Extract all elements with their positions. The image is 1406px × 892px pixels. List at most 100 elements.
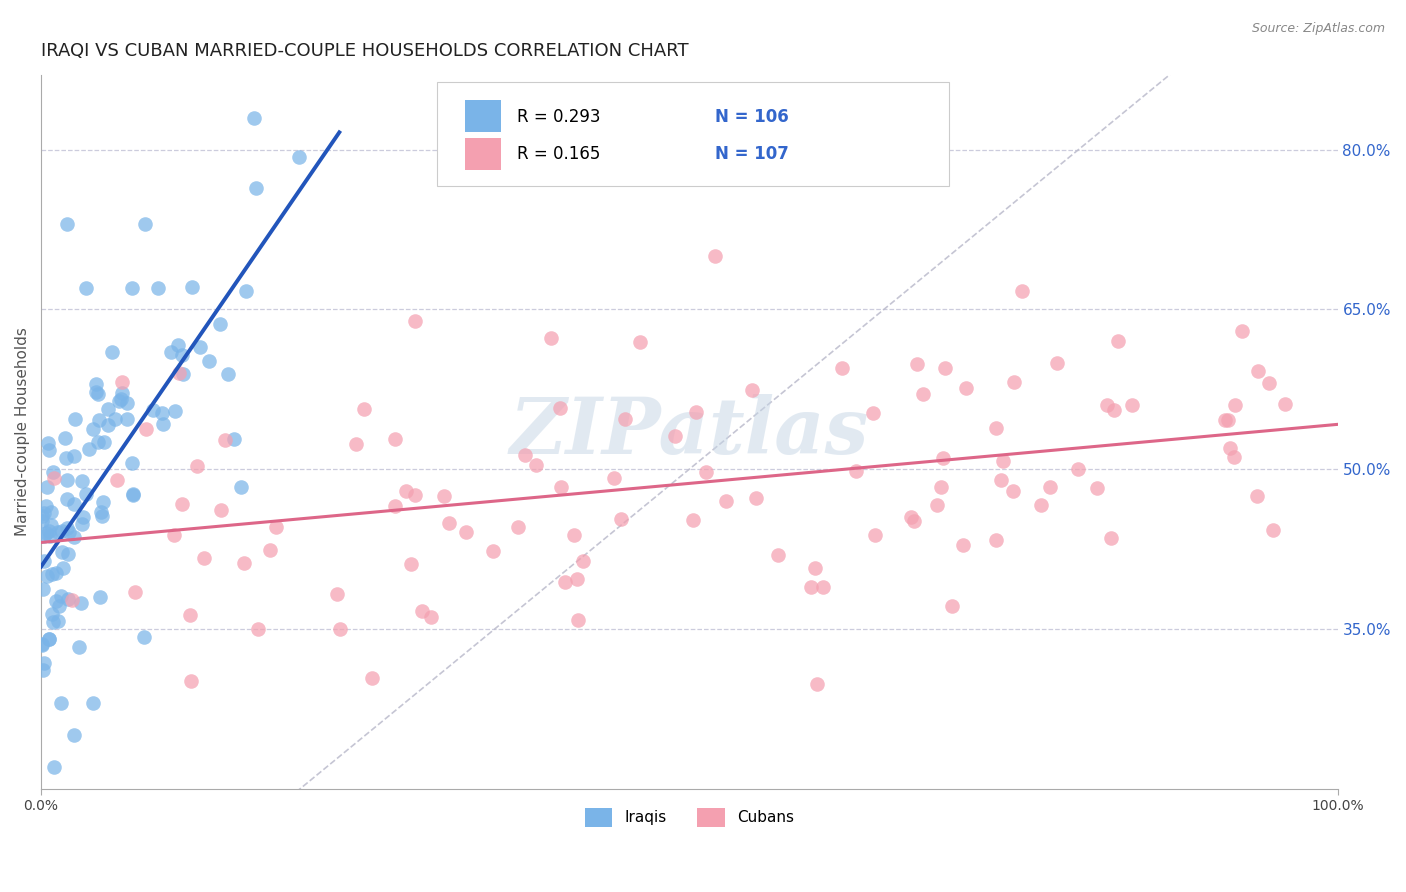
Point xyxy=(1067,462,1090,476)
Point xyxy=(45,594,67,608)
Point xyxy=(152,417,174,431)
Point xyxy=(91,495,114,509)
Point xyxy=(77,442,100,456)
Point xyxy=(159,345,181,359)
Point xyxy=(35,499,58,513)
Point xyxy=(572,554,595,568)
Point xyxy=(1099,531,1122,545)
Point xyxy=(42,615,65,629)
Point xyxy=(209,503,232,517)
Point xyxy=(811,580,834,594)
Point xyxy=(51,545,73,559)
Point xyxy=(905,357,928,371)
Point xyxy=(31,663,53,677)
Point xyxy=(233,556,256,570)
Point xyxy=(353,401,375,416)
Bar xyxy=(465,138,502,170)
Point xyxy=(38,632,60,647)
Point xyxy=(955,381,977,395)
Point xyxy=(41,607,63,621)
Point xyxy=(526,458,548,472)
Point xyxy=(806,677,828,691)
Point xyxy=(121,281,143,295)
Point xyxy=(766,548,789,562)
Point xyxy=(900,509,922,524)
Point xyxy=(62,728,84,742)
Point xyxy=(932,451,955,466)
Point xyxy=(704,249,727,263)
Text: Source: ZipAtlas.com: Source: ZipAtlas.com xyxy=(1251,22,1385,36)
Point xyxy=(984,421,1007,435)
Point xyxy=(37,436,59,450)
Point xyxy=(1011,285,1033,299)
Point xyxy=(163,404,186,418)
Point xyxy=(508,519,530,533)
Point xyxy=(235,284,257,298)
Point xyxy=(70,475,93,489)
Point xyxy=(360,671,382,685)
Point xyxy=(1102,402,1125,417)
Point xyxy=(172,498,194,512)
Point xyxy=(167,366,190,380)
Point xyxy=(31,515,53,529)
Point xyxy=(38,529,60,543)
Text: R = 0.165: R = 0.165 xyxy=(517,145,600,163)
Point xyxy=(804,561,827,575)
Point xyxy=(952,538,974,552)
Point xyxy=(75,486,97,500)
Point xyxy=(46,614,69,628)
Point xyxy=(38,524,60,538)
Point xyxy=(63,412,86,426)
Point xyxy=(56,547,79,561)
Point xyxy=(664,429,686,443)
Point xyxy=(48,599,70,614)
Text: N = 107: N = 107 xyxy=(716,145,789,163)
Point xyxy=(456,524,478,539)
Point xyxy=(845,464,868,478)
Point xyxy=(1107,334,1129,348)
Point xyxy=(1085,481,1108,495)
Point xyxy=(245,181,267,195)
Point xyxy=(399,557,422,571)
Point xyxy=(259,542,281,557)
Point xyxy=(991,454,1014,468)
Point xyxy=(172,367,194,381)
Point xyxy=(911,387,934,401)
Point xyxy=(53,431,76,445)
Point xyxy=(134,217,156,231)
Point xyxy=(1246,364,1268,378)
Point xyxy=(548,401,571,415)
Point xyxy=(188,340,211,354)
Point xyxy=(1219,441,1241,455)
Point xyxy=(1257,376,1279,390)
Text: ZIPatlas: ZIPatlas xyxy=(510,393,869,470)
Point xyxy=(614,412,637,426)
Point xyxy=(1213,413,1236,427)
Point xyxy=(34,529,56,543)
Point xyxy=(101,345,124,359)
Point xyxy=(107,394,129,409)
Point xyxy=(142,403,165,417)
Point xyxy=(862,406,884,420)
Point xyxy=(35,480,58,494)
Point xyxy=(695,465,717,479)
Point xyxy=(87,435,110,450)
Point xyxy=(60,593,83,607)
Point xyxy=(115,395,138,409)
Point xyxy=(513,448,536,462)
Point xyxy=(70,516,93,531)
Point xyxy=(682,513,704,527)
Point xyxy=(217,368,239,382)
Point xyxy=(1097,398,1119,412)
Point xyxy=(800,580,823,594)
Point xyxy=(97,417,120,432)
Point xyxy=(288,150,311,164)
Point xyxy=(41,566,63,581)
Point xyxy=(38,442,60,457)
Point xyxy=(82,422,104,436)
Point xyxy=(69,640,91,654)
Point xyxy=(186,458,208,473)
Point xyxy=(1223,398,1246,412)
Point xyxy=(90,505,112,519)
Point xyxy=(831,361,853,376)
